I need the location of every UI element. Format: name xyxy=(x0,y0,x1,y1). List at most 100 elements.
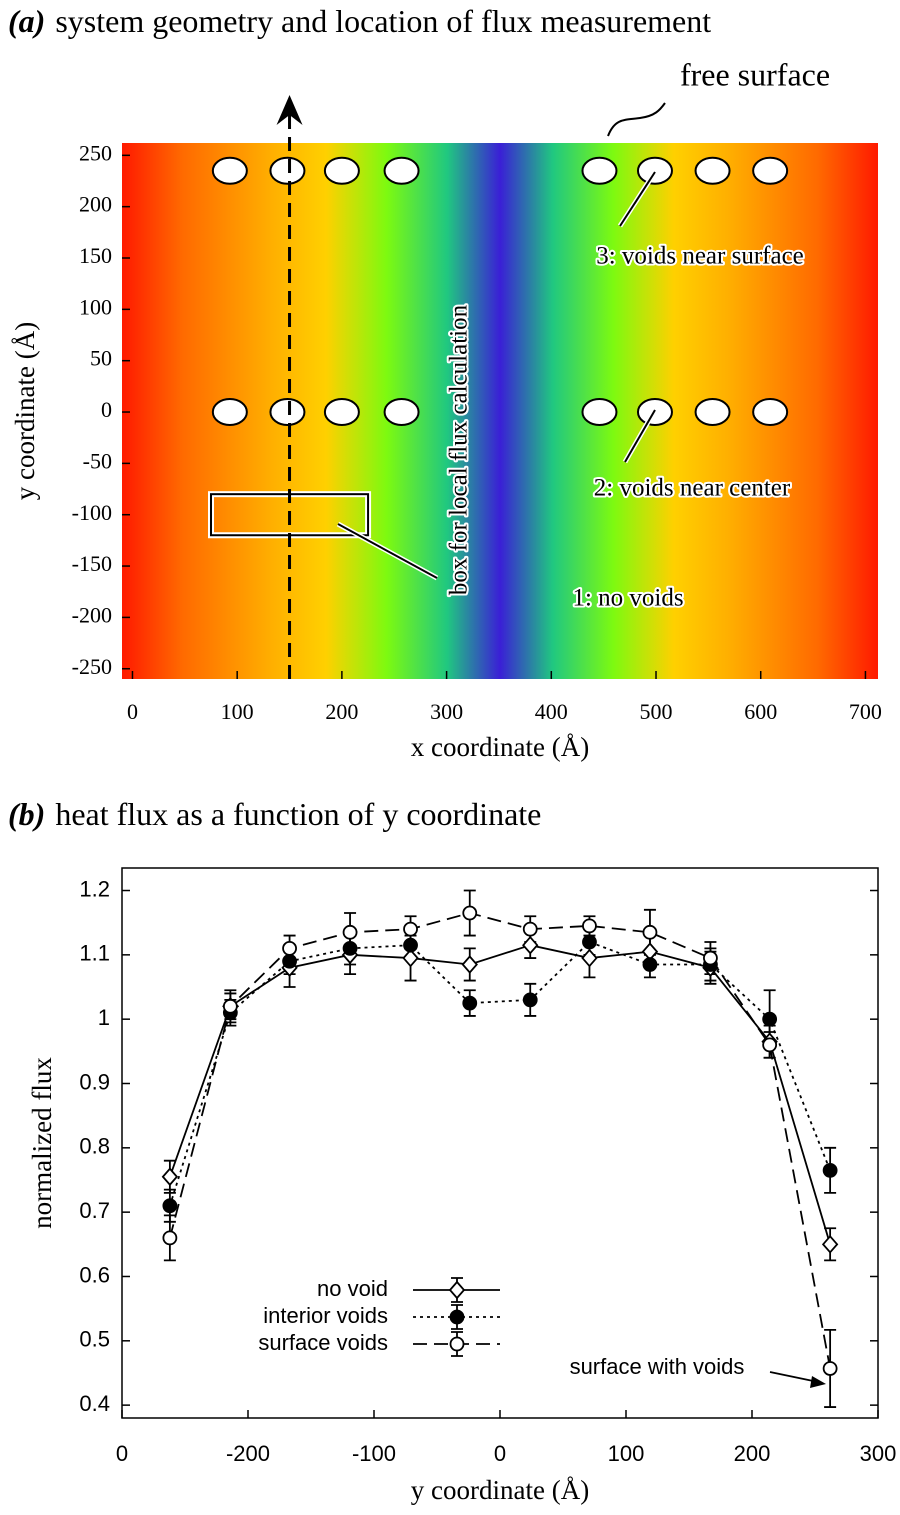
y-tick-label: 1 xyxy=(98,1005,110,1030)
marker xyxy=(462,995,478,1011)
y-tick-label: 250 xyxy=(79,140,112,165)
marker xyxy=(461,955,478,974)
marker xyxy=(462,905,478,921)
legend-marker xyxy=(448,1280,466,1300)
annotation: 3: voids near surface xyxy=(596,243,804,270)
x-tick-label: -200 xyxy=(226,1441,270,1466)
y-tick-label: 1.2 xyxy=(79,876,110,901)
void xyxy=(211,156,248,185)
void xyxy=(636,156,673,185)
marker xyxy=(402,948,419,968)
marker xyxy=(222,998,238,1014)
marker xyxy=(403,921,418,937)
x-tick-label: 0 xyxy=(127,699,138,724)
y-tick-label: -200 xyxy=(72,602,112,627)
void xyxy=(383,156,420,185)
x-tick-label: 500 xyxy=(640,699,673,724)
y-tick-label: 0.8 xyxy=(79,1134,110,1159)
legend-label: surface voids xyxy=(258,1330,388,1355)
marker xyxy=(822,1361,838,1376)
y-tick-label: 150 xyxy=(79,243,112,268)
y-tick-label: 200 xyxy=(79,192,112,217)
legend-label: interior voids xyxy=(263,1303,388,1328)
x-tick-label: -100 xyxy=(352,1441,396,1466)
annotation: 1: no voids xyxy=(572,585,683,612)
panel-a-title: (a) system geometry and location of flux … xyxy=(8,3,711,39)
marker xyxy=(282,941,297,956)
x-tick-label: 300 xyxy=(860,1441,897,1466)
marker xyxy=(703,950,718,966)
void xyxy=(211,398,248,427)
y-tick-label: -150 xyxy=(72,551,112,576)
legend-marker xyxy=(449,1336,465,1352)
annotation: surface with voids xyxy=(570,1354,745,1379)
series-line xyxy=(169,944,831,1245)
marker xyxy=(582,934,597,950)
leader xyxy=(619,171,656,227)
marker xyxy=(522,935,539,955)
void xyxy=(323,398,360,427)
y-tick-label: 50 xyxy=(90,346,112,371)
y-tick-label: -100 xyxy=(72,500,112,525)
void xyxy=(269,398,306,427)
y-tick-label: -50 xyxy=(83,448,112,473)
marker xyxy=(762,1011,778,1027)
marker xyxy=(162,1230,178,1246)
series-line xyxy=(169,940,831,1206)
y-axis-label: y coordinate (Å) xyxy=(10,322,40,500)
y-tick-label: 0.5 xyxy=(79,1327,110,1352)
annotation: 2: voids near center xyxy=(594,475,791,502)
void xyxy=(581,156,618,185)
marker xyxy=(762,1037,778,1053)
marker xyxy=(821,1234,839,1254)
panel-b: 0 -200 -100 0 100 200 300 0.4 0.5 0.6 0.7 0.8 0.9 1 1.… xyxy=(27,867,897,1505)
x-tick-label: 700 xyxy=(849,699,882,724)
x-tick-label: 100 xyxy=(221,699,254,724)
panel-b-title: (b) heat flux as a function of y coordina… xyxy=(8,796,541,832)
temperature-field xyxy=(122,143,878,679)
marker xyxy=(403,937,418,953)
void xyxy=(694,398,731,427)
y-tick-label: 100 xyxy=(79,294,112,319)
leader xyxy=(624,409,656,463)
plot-frame xyxy=(121,867,879,1419)
annotation: free surface xyxy=(680,56,830,92)
y-tick-label: 0.6 xyxy=(79,1262,110,1287)
void xyxy=(269,156,306,185)
void xyxy=(752,398,789,427)
x-tick-label: 600 xyxy=(744,699,777,724)
panel-a: 0 100 200 300 400 500 600 700-250-200-150-100-5… xyxy=(10,56,882,762)
x-tick-label: 400 xyxy=(535,699,568,724)
arrowhead xyxy=(810,1376,826,1388)
y-tick-label: 0 xyxy=(101,397,112,422)
x-tick-label: 200 xyxy=(325,699,358,724)
surface-leader xyxy=(607,102,666,137)
y-tick-label: 0.4 xyxy=(79,1391,110,1416)
panel-label: (b) xyxy=(8,796,45,832)
title: system geometry and location of flux mea… xyxy=(55,3,711,39)
void xyxy=(752,156,789,185)
panel-label: (a) xyxy=(8,3,45,39)
marker xyxy=(522,921,538,937)
title: heat flux as a function of y coordinate xyxy=(55,796,541,832)
marker xyxy=(161,1167,179,1187)
marker xyxy=(522,992,538,1008)
arrowhead xyxy=(276,95,303,125)
x-axis-label: x coordinate (Å) xyxy=(411,732,589,762)
x-tick-label: 100 xyxy=(608,1441,645,1466)
x-axis-label: y coordinate (Å) xyxy=(411,1475,589,1505)
x-tick-label: 200 xyxy=(734,1441,771,1466)
marker xyxy=(582,918,597,934)
legend-label: no void xyxy=(317,1276,388,1301)
marker xyxy=(822,1162,838,1178)
marker xyxy=(642,924,658,940)
leader xyxy=(337,523,438,579)
x-tick-label: 300 xyxy=(430,699,463,724)
y-axis-label: normalized flux xyxy=(27,1057,57,1229)
legend-marker xyxy=(449,1309,465,1325)
y-tick-label: -250 xyxy=(72,654,112,679)
marker xyxy=(282,953,297,969)
marker xyxy=(581,948,598,968)
void xyxy=(694,156,731,185)
void xyxy=(383,398,420,427)
